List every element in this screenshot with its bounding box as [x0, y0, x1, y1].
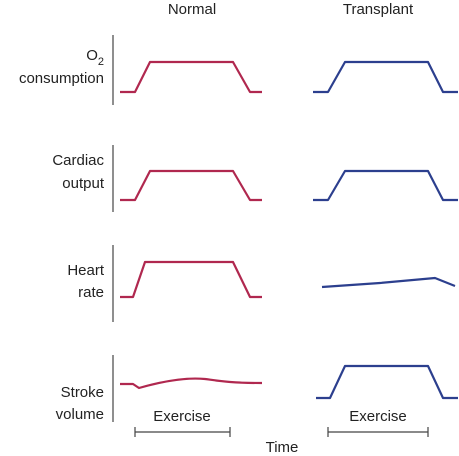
row-label: O2	[86, 47, 104, 68]
row-label: consumption	[19, 70, 104, 87]
row-label: volume	[56, 406, 104, 423]
label-sub: 2	[98, 56, 104, 68]
transplant-curve	[313, 169, 458, 202]
row-label: rate	[78, 284, 104, 301]
row-label: Stroke	[61, 384, 104, 401]
transplant-curve	[316, 364, 458, 400]
row-label: Cardiac	[52, 152, 104, 169]
exercise-label: Exercise	[349, 408, 407, 425]
column-header: Normal	[168, 1, 216, 18]
normal-curve	[120, 377, 263, 390]
normal-curve	[120, 60, 262, 94]
transplant-curve	[321, 276, 456, 289]
normal-curve	[120, 169, 262, 202]
label-main: O	[86, 47, 98, 64]
exercise-label: Exercise	[153, 408, 211, 425]
time-label: Time	[266, 439, 299, 456]
normal-curve	[120, 260, 262, 299]
row-label: Heart	[67, 262, 105, 279]
column-header: Transplant	[343, 1, 414, 18]
row-label: output	[62, 175, 105, 192]
transplant-curve	[313, 60, 458, 94]
